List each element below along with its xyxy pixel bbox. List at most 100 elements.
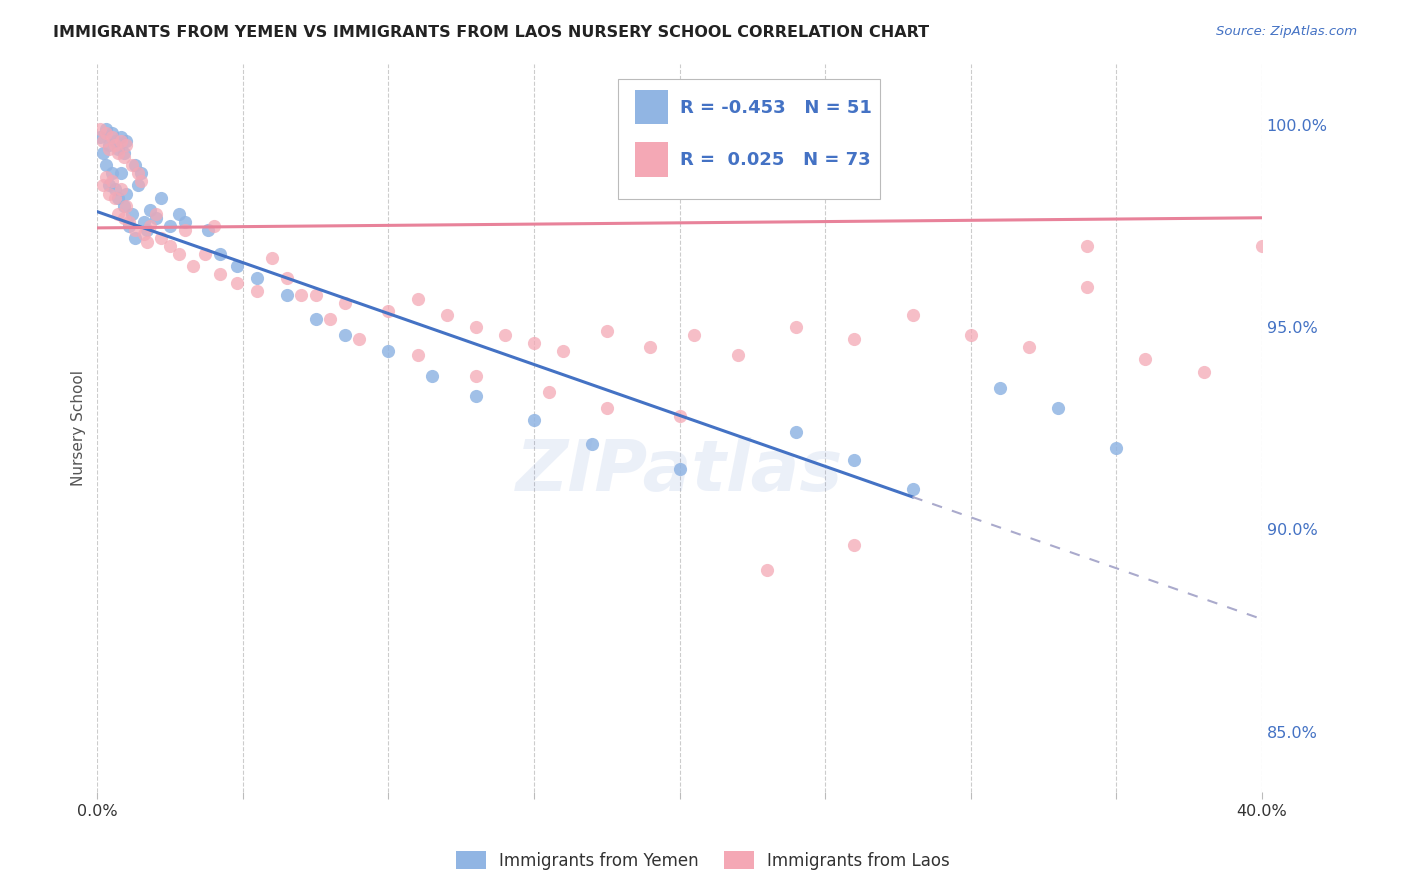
Point bbox=[101, 129, 124, 144]
Point bbox=[683, 328, 706, 343]
Point bbox=[150, 231, 173, 245]
Point bbox=[276, 287, 298, 301]
Point bbox=[132, 227, 155, 241]
Point bbox=[104, 190, 127, 204]
Point bbox=[115, 138, 138, 153]
Point bbox=[121, 207, 143, 221]
Point bbox=[98, 138, 121, 153]
Point bbox=[101, 174, 124, 188]
Point bbox=[94, 121, 117, 136]
Point bbox=[89, 129, 111, 144]
Point bbox=[844, 538, 866, 552]
Point bbox=[104, 182, 127, 196]
Point bbox=[668, 409, 690, 423]
FancyBboxPatch shape bbox=[617, 78, 880, 199]
Point bbox=[537, 384, 560, 399]
Y-axis label: Nursery School: Nursery School bbox=[72, 370, 86, 486]
Point bbox=[107, 207, 129, 221]
Point bbox=[124, 231, 146, 245]
Point bbox=[110, 166, 132, 180]
Point bbox=[1105, 442, 1128, 456]
Point bbox=[98, 178, 121, 193]
Point bbox=[464, 320, 486, 334]
Point bbox=[1135, 352, 1157, 367]
Point bbox=[173, 215, 195, 229]
Point bbox=[596, 401, 619, 415]
Point bbox=[333, 295, 356, 310]
Point bbox=[246, 284, 269, 298]
Point bbox=[167, 207, 190, 221]
Point bbox=[91, 178, 114, 193]
Point bbox=[89, 121, 111, 136]
Point bbox=[173, 223, 195, 237]
Point bbox=[104, 138, 127, 153]
Point bbox=[290, 287, 312, 301]
Point bbox=[145, 207, 167, 221]
Point bbox=[406, 292, 429, 306]
Point bbox=[107, 190, 129, 204]
Point bbox=[101, 126, 124, 140]
Point bbox=[98, 142, 121, 156]
Point bbox=[202, 219, 225, 233]
Point bbox=[523, 336, 546, 351]
Point bbox=[959, 328, 981, 343]
Point bbox=[668, 461, 690, 475]
Point bbox=[118, 219, 141, 233]
Point bbox=[305, 287, 328, 301]
Point bbox=[94, 126, 117, 140]
Point bbox=[124, 158, 146, 172]
Point bbox=[110, 134, 132, 148]
Point bbox=[305, 312, 328, 326]
Point bbox=[208, 247, 231, 261]
Point bbox=[197, 223, 219, 237]
Point bbox=[901, 308, 924, 322]
Point bbox=[110, 129, 132, 144]
Point bbox=[844, 453, 866, 467]
Point bbox=[333, 328, 356, 343]
FancyBboxPatch shape bbox=[636, 89, 668, 125]
Point bbox=[208, 268, 231, 282]
Point bbox=[159, 219, 181, 233]
Text: Source: ZipAtlas.com: Source: ZipAtlas.com bbox=[1216, 25, 1357, 38]
Point bbox=[377, 344, 399, 359]
Text: ZIPatlas: ZIPatlas bbox=[516, 437, 844, 507]
Point bbox=[727, 348, 749, 362]
Point bbox=[112, 150, 135, 164]
Point bbox=[260, 252, 283, 266]
Point bbox=[145, 211, 167, 225]
Point bbox=[110, 182, 132, 196]
Point bbox=[183, 260, 205, 274]
Point bbox=[118, 215, 141, 229]
Point bbox=[135, 223, 157, 237]
Point bbox=[988, 381, 1011, 395]
Point bbox=[901, 482, 924, 496]
Point bbox=[167, 247, 190, 261]
Point bbox=[194, 247, 217, 261]
Point bbox=[464, 368, 486, 383]
Point bbox=[91, 134, 114, 148]
Point bbox=[127, 178, 149, 193]
Point bbox=[115, 199, 138, 213]
Point bbox=[246, 271, 269, 285]
Point bbox=[129, 174, 152, 188]
Point bbox=[844, 332, 866, 346]
Point bbox=[436, 308, 458, 322]
Point bbox=[1250, 239, 1272, 253]
Point bbox=[1076, 279, 1098, 293]
Point bbox=[139, 219, 162, 233]
Point bbox=[124, 223, 146, 237]
Point bbox=[135, 235, 157, 249]
Point bbox=[107, 146, 129, 161]
Point bbox=[121, 158, 143, 172]
Point bbox=[755, 563, 778, 577]
Point bbox=[1018, 340, 1040, 354]
Point bbox=[129, 166, 152, 180]
Point bbox=[349, 332, 371, 346]
Point bbox=[115, 186, 138, 201]
FancyBboxPatch shape bbox=[636, 142, 668, 177]
Point bbox=[104, 134, 127, 148]
Point bbox=[115, 134, 138, 148]
Point bbox=[319, 312, 342, 326]
Point bbox=[94, 170, 117, 185]
Point bbox=[1076, 239, 1098, 253]
